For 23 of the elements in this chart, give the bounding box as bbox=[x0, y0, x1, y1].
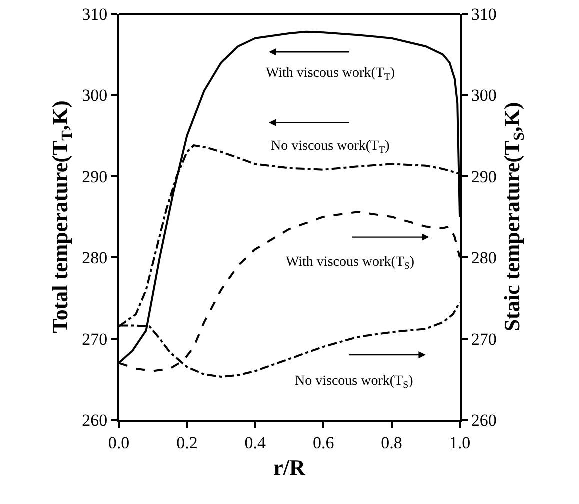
x-tick-label: 0.2 bbox=[176, 433, 198, 452]
x-axis-title: r/R bbox=[274, 454, 306, 480]
y2-tick-label: 290 bbox=[471, 167, 497, 186]
y2-tick-label: 270 bbox=[471, 330, 497, 349]
y-tick-label: 270 bbox=[82, 330, 108, 349]
y2-tick-label: 260 bbox=[471, 410, 497, 430]
y2-tick-label: 300 bbox=[471, 86, 497, 106]
y-tick-label: 290 bbox=[82, 167, 108, 186]
annotation: With viscous work(T$_{S}$) bbox=[286, 255, 415, 272]
x-tick-label: 0.4 bbox=[244, 433, 267, 452]
annotation: No viscous work(T$_{S}$) bbox=[295, 374, 414, 391]
y2-tick-label: 310 bbox=[471, 4, 497, 24]
y-tick-label: 260 bbox=[82, 410, 108, 430]
x-tick-label: 1.0 bbox=[449, 433, 471, 452]
x-tick-label: 0.8 bbox=[381, 433, 402, 452]
x-tick-label: 0.6 bbox=[312, 433, 334, 452]
y-tick-label: 310 bbox=[82, 4, 108, 24]
annotation: No viscous work(T$_{T}$) bbox=[271, 139, 390, 156]
y-tick-label: 300 bbox=[82, 86, 108, 106]
y2-tick-label: 280 bbox=[471, 248, 497, 268]
x-tick-label: 0.0 bbox=[108, 433, 130, 452]
annotation: With viscous work(T$_{T}$) bbox=[266, 66, 396, 83]
y-tick-label: 280 bbox=[82, 248, 108, 268]
